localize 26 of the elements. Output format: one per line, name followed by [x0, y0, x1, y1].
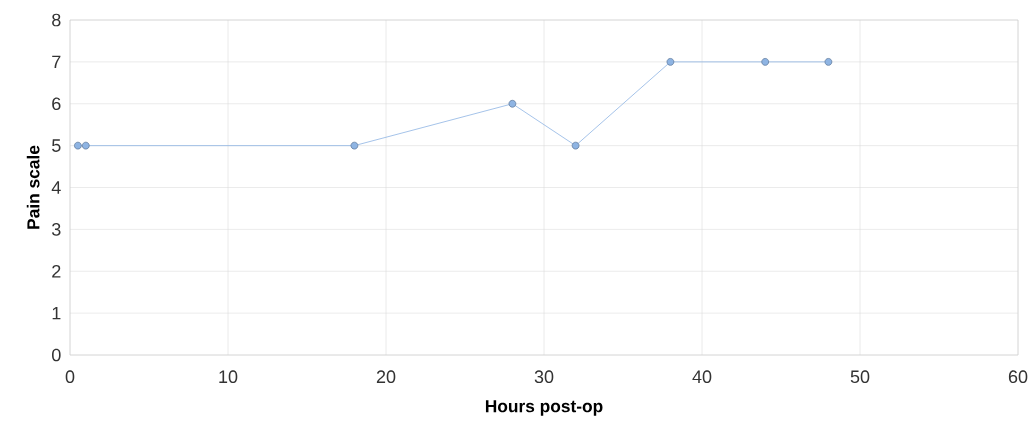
y-tick-label: 2	[52, 264, 61, 278]
x-tick-label: 40	[692, 370, 712, 384]
point	[824, 58, 833, 66]
point	[571, 141, 580, 150]
point	[761, 58, 770, 66]
y-tick-label: 6	[52, 97, 61, 111]
y-tick-label: 0	[52, 348, 61, 362]
point	[508, 99, 517, 108]
point	[81, 141, 90, 150]
point	[350, 141, 359, 150]
point	[74, 141, 82, 150]
y-tick-label: 1	[52, 306, 61, 320]
x-tick-label: 0	[65, 370, 75, 384]
y-tick-label: 5	[52, 139, 61, 152]
y-tick-label: 3	[51, 223, 61, 236]
x-tick-label: 60	[1008, 370, 1028, 384]
x-tick-label: 30	[534, 370, 554, 384]
y-tick-label: 8	[52, 13, 61, 27]
y-axis-title: Pain scale	[26, 145, 40, 229]
x-tick-label: 50	[850, 370, 870, 384]
y-tick-label: 4	[51, 181, 61, 194]
point	[666, 58, 675, 66]
y-tick-label: 7	[52, 55, 61, 69]
x-tick-label: 20	[376, 370, 396, 384]
x-tick-label: 10	[219, 370, 238, 384]
x-axis-title: Hours post-op	[485, 400, 603, 416]
